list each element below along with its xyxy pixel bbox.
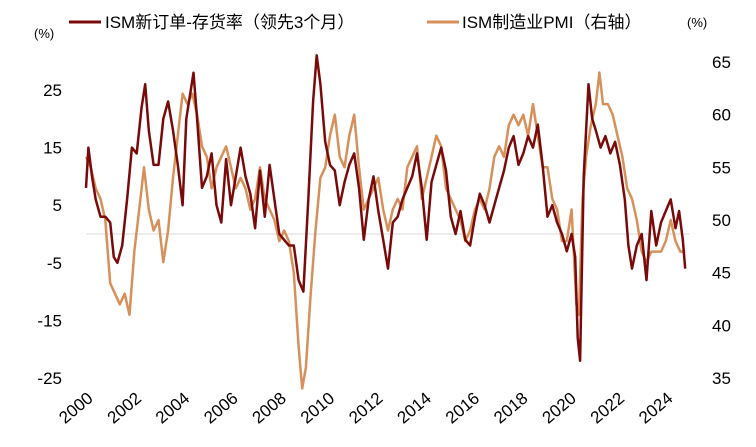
left-tick-label: -15	[37, 311, 62, 330]
x-tick-label: 2002	[104, 389, 145, 428]
right-tick-label: 55	[712, 158, 731, 177]
left-tick-label: 5	[53, 196, 62, 215]
left-tick-label: 25	[43, 81, 62, 100]
x-tick-label: 2004	[152, 389, 193, 428]
right-tick-label: 65	[712, 53, 731, 72]
x-tick-label: 2024	[635, 389, 676, 428]
right-axis-unit: (%)	[687, 15, 707, 30]
left-axis: 25 15 5 -5 -15 -25	[37, 81, 62, 388]
x-tick-label: 2022	[587, 389, 628, 428]
right-tick-label: 40	[712, 316, 731, 335]
series-layer	[84, 54, 687, 390]
legend: ISM新订单-存货率（领先3个月） ISM制造业PMI（右轴）	[69, 13, 641, 32]
left-tick-label: -25	[37, 369, 62, 388]
right-tick-label: 50	[712, 211, 731, 230]
x-tick-label: 2006	[200, 389, 241, 428]
legend-label-new-orders-inventory: ISM新订单-存货率（领先3个月）	[105, 13, 354, 32]
legend-label-ism-pmi: ISM制造业PMI（右轴）	[462, 13, 641, 32]
right-tick-label: 60	[712, 106, 731, 125]
right-tick-label: 45	[712, 264, 731, 283]
x-tick-label: 2014	[394, 389, 435, 428]
x-tick-label: 2016	[442, 389, 483, 428]
left-tick-label: 15	[43, 139, 62, 158]
x-tick-label: 2000	[55, 389, 96, 428]
left-axis-unit: (%)	[34, 26, 54, 41]
x-tick-label: 2010	[297, 389, 338, 428]
x-tick-label: 2012	[345, 389, 386, 428]
x-tick-label: 2020	[539, 389, 580, 428]
left-tick-label: -5	[47, 254, 62, 273]
series-line-new-orders-inventory	[84, 54, 687, 362]
right-tick-label: 35	[712, 369, 731, 388]
series-line-ism-pmi	[84, 71, 686, 390]
right-axis: 65 60 55 50 45 40 35	[712, 53, 731, 388]
x-tick-label: 2008	[249, 389, 290, 428]
x-axis: 2000 2002 2004 2006 2008 2010 2012 2014 2016 2018…	[55, 389, 676, 428]
x-tick-label: 2018	[490, 389, 531, 428]
